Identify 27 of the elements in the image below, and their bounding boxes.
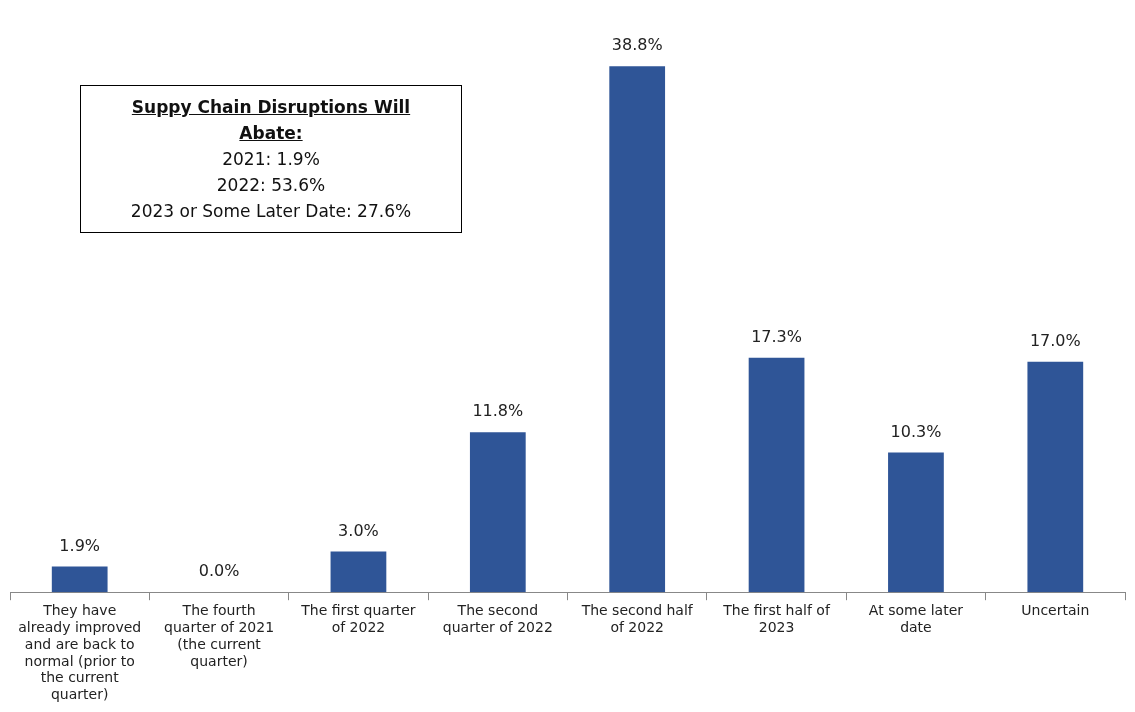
note-box: Suppy Chain Disruptions Will Abate: 2021: 1.9% 2022: 53.6% 2023 or Some Later Date: 27.6% <box>80 85 462 233</box>
data-label: 1.9% <box>59 535 101 555</box>
x-tick-label: The second quarter of 2022 <box>442 602 553 636</box>
x-tick-label: The second half of 2022 <box>580 602 694 636</box>
x-tick-label: The first half of 2023 <box>722 602 831 636</box>
data-label: 0.0% <box>198 561 240 581</box>
annotation: 2022: 53.6% <box>215 174 327 197</box>
bar <box>51 566 108 593</box>
bar <box>748 357 805 593</box>
data-label: 11.8% <box>472 401 524 421</box>
x-tick-label: Uncertain <box>1021 602 1090 619</box>
x-tick-label: The fourth quarter of 2021 (the current quarter) <box>164 602 275 669</box>
data-label: 3.0% <box>338 520 379 540</box>
x-tick-label: They have already improved and are back to normal (prior to the current quarter) <box>18 602 142 703</box>
annotation: 2023 or Some Later Date: 27.6% <box>129 200 413 223</box>
bar <box>609 66 666 593</box>
data-label: 17.3% <box>751 326 802 346</box>
x-tick-label: The first quarter of 2022 <box>300 602 416 636</box>
x-tick-label: At some later date <box>868 602 964 636</box>
bar <box>330 551 387 593</box>
bar <box>888 452 944 593</box>
bar <box>1027 361 1084 593</box>
data-label: 38.8% <box>611 35 663 55</box>
bar <box>469 432 526 593</box>
data-label: 17.0% <box>1029 330 1081 350</box>
data-label: 10.3% <box>890 421 942 441</box>
annotation: 2021: 1.9% <box>221 148 321 171</box>
